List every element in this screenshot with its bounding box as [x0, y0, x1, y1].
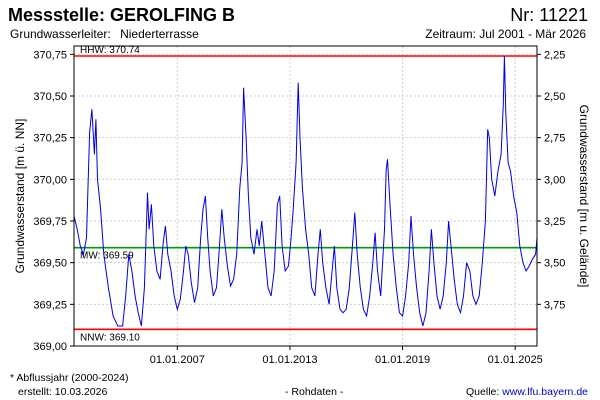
y-tick-label: 369,00 — [33, 341, 67, 353]
station-number: Nr: 11221 — [510, 5, 588, 25]
y2-tick-label: 3,50 — [544, 258, 565, 270]
aquifer-info: Grundwasserleiter: Niederterrasse — [10, 27, 199, 41]
y-tick-label: 369,50 — [33, 258, 67, 270]
y2-tick-label: 2,50 — [544, 91, 565, 103]
source-label: Quelle: — [466, 386, 503, 398]
reference-lines: HHW: 370.74 MW: 369.59 NNW: 369.10 — [74, 45, 537, 343]
x-tick-label: 01.01.2019 — [375, 354, 430, 366]
y2-tick-label: 3,75 — [544, 299, 565, 311]
footer-note: * Abflussjahr (2000-2024) — [10, 372, 129, 384]
x-tick-label: 01.01.2025 — [488, 354, 543, 366]
aquifer-label: Grundwasserleiter: — [10, 27, 111, 41]
x-tick-label: 01.01.2007 — [150, 354, 205, 366]
series-layer — [73, 55, 538, 327]
y2-axis-label: Grundwasserstand [m u. Gelände] — [577, 105, 591, 288]
footer-rawdata: - Rohdaten - — [285, 386, 344, 398]
plot-frame — [73, 45, 538, 347]
station-title: Messstelle: GEROLFING B — [8, 5, 236, 25]
footer-source: Quelle: www.lfu.bayern.de — [466, 386, 588, 398]
x-tick-label: 01.01.2013 — [262, 354, 317, 366]
y2-tick-label: 2,75 — [544, 133, 565, 145]
y-tick-label: 370,00 — [33, 174, 67, 186]
groundwater-level-line — [73, 55, 538, 327]
period-label: Zeitraum: Jul 2001 - Mär 2026 — [425, 27, 586, 41]
y-tick-label: 370,25 — [33, 133, 67, 145]
y2-tick-label: 3,00 — [544, 174, 565, 186]
reference-line-label: HHW: 370.74 — [80, 45, 140, 56]
source-link[interactable]: www.lfu.bayern.de — [502, 386, 588, 398]
reference-line-label: MW: 369.59 — [80, 251, 134, 262]
y-axis-label: Grundwasserstand [m ü. NN] — [13, 119, 27, 274]
footer-created: erstellt: 10.03.2026 — [18, 386, 108, 398]
y-tick-label: 369,25 — [33, 299, 67, 311]
y-tick-label: 370,75 — [33, 49, 67, 61]
y-tick-label: 370,50 — [33, 91, 67, 103]
axis-layer: 369,00 369,25 369,50 369,75 370,00 370,25 370,… — [33, 49, 565, 366]
grid-lines — [74, 46, 537, 347]
y2-tick-label: 3,25 — [544, 216, 565, 228]
aquifer-value: Niederterrasse — [120, 27, 199, 41]
reference-line-label: NNW: 369.10 — [80, 332, 140, 343]
y-tick-label: 369,75 — [33, 216, 67, 228]
y2-tick-label: 2,25 — [544, 49, 565, 61]
